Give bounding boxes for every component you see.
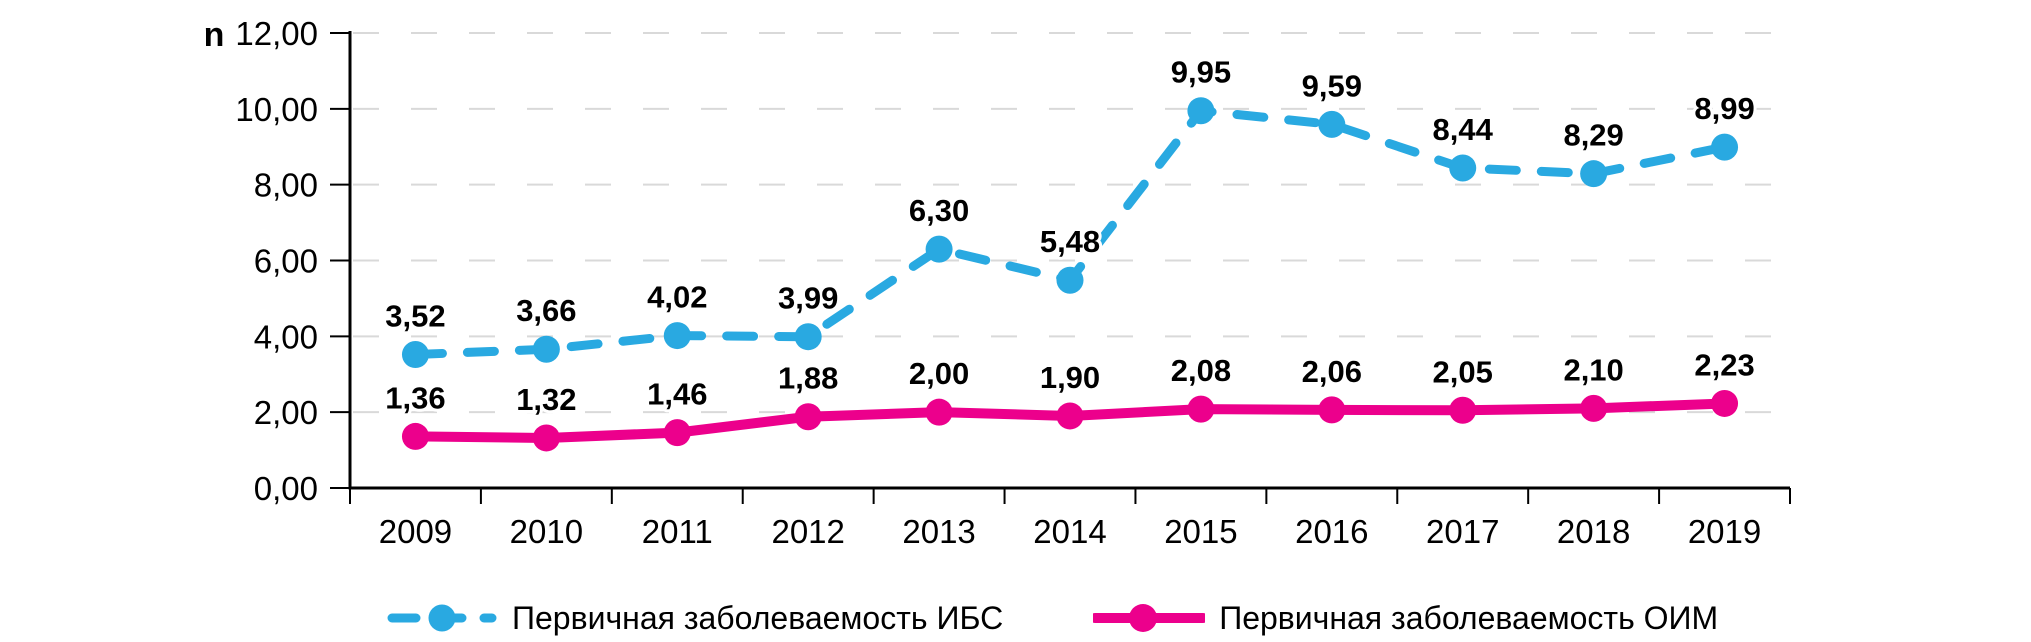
data-point-label: 2,00 [909,356,969,391]
data-point-marker [1711,389,1739,417]
data-point-label: 2,10 [1563,352,1623,387]
data-point-marker [1318,396,1346,424]
y-tick-label: 10,00 [235,91,318,128]
data-point-label: 3,52 [385,299,445,334]
data-point-marker [1449,396,1477,424]
x-tick-label: 2019 [1688,513,1761,550]
data-point-label: 1,32 [516,382,576,417]
x-tick-label: 2011 [642,513,713,550]
legend-dashed-line-marker-icon [387,604,497,632]
data-point-label: 6,30 [909,193,969,228]
x-tick-label: 2009 [379,513,452,550]
data-point-marker [1449,154,1477,182]
data-point-marker [794,403,822,431]
x-tick-label: 2016 [1295,513,1368,550]
x-tick-label: 2012 [771,513,844,550]
data-point-label: 9,95 [1171,55,1231,90]
data-point-label: 5,48 [1040,224,1100,259]
data-point-marker [401,341,429,369]
data-point-marker [1056,266,1084,294]
y-tick-label: 8,00 [254,167,318,204]
data-point-label: 2,05 [1433,354,1493,389]
y-tick-label: 12,00 [235,15,318,52]
y-tick-label: 0,00 [254,470,318,507]
data-point-label: 9,59 [1302,68,1362,103]
data-point-label: 8,44 [1433,112,1494,147]
y-tick-label: 2,00 [254,394,318,431]
legend-dot [1129,604,1158,632]
x-tick-label: 2015 [1164,513,1237,550]
x-tick-label: 2014 [1033,513,1106,550]
data-point-label: 4,02 [647,280,707,315]
y-tick-label: 6,00 [254,243,318,280]
legend-item-oim: Первичная заболеваемость ОИМ [1093,596,1718,640]
data-point-label: 8,29 [1563,118,1623,153]
data-point-marker [1711,133,1739,161]
legend-dot [428,604,456,632]
data-point-marker [532,335,560,363]
x-tick-label: 2017 [1426,513,1499,550]
data-point-marker [1056,402,1084,430]
y-tick-label: 4,00 [254,318,318,355]
data-point-marker [532,424,560,452]
data-point-label: 1,36 [385,380,445,415]
legend-label-oim: Первичная заболеваемость ОИМ [1219,600,1719,636]
y-axis-title: n [204,16,225,54]
x-tick-label: 2018 [1557,513,1630,550]
data-point-marker [663,322,691,350]
x-tick-label: 2013 [902,513,975,550]
chart-legend: Первичная заболеваемость ИБС Первичная з… [386,596,1718,640]
data-point-marker [1580,160,1608,188]
legend-label-ibs: Первичная заболеваемость ИБС [512,600,1004,636]
legend-solid-line-marker-icon [1093,604,1206,632]
data-point-label: 8,99 [1694,91,1754,126]
data-point-marker [1580,394,1608,422]
data-point-label: 2,06 [1302,354,1362,389]
data-point-label: 1,46 [647,377,707,412]
data-point-label: 1,90 [1040,360,1100,395]
data-point-label: 3,99 [778,281,838,316]
data-point-label: 2,23 [1694,347,1754,382]
legend-item-ibs: Первичная заболеваемость ИБС [386,596,1003,640]
data-point-marker [925,235,953,263]
data-point-marker [663,419,691,447]
data-point-marker [794,323,822,351]
data-point-label: 2,08 [1171,353,1231,388]
data-point-label: 1,88 [778,361,838,396]
data-point-label: 3,66 [516,293,576,328]
data-point-marker [401,422,429,450]
data-point-marker [1187,395,1215,423]
x-tick-label: 2010 [510,513,583,550]
data-point-marker [1318,110,1346,138]
data-point-marker [1187,97,1215,125]
data-point-marker [925,398,953,426]
